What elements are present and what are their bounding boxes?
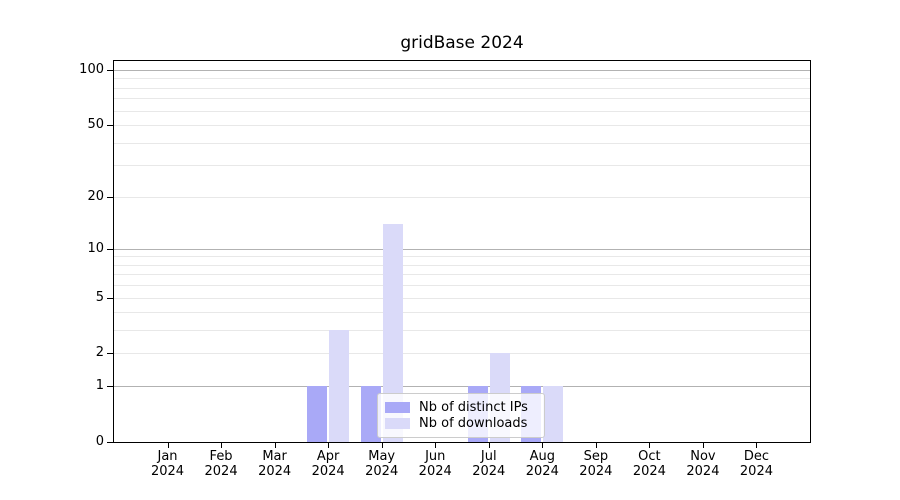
x-tick-label: Jul 2024 bbox=[472, 449, 506, 479]
y-minor-gridline bbox=[114, 312, 810, 314]
x-tick-label: Aug 2024 bbox=[525, 449, 559, 479]
y-minor-gridline bbox=[114, 256, 810, 258]
y-tick-label: 0 bbox=[95, 434, 104, 449]
y-minor-gridline bbox=[114, 264, 810, 266]
y-tick-label: 20 bbox=[87, 188, 104, 204]
y-tick-label: 10 bbox=[87, 240, 104, 256]
plot-area bbox=[113, 60, 811, 443]
legend-item-downloads: Nb of downloads bbox=[385, 416, 536, 431]
legend-swatch-distinct-ips bbox=[385, 402, 410, 413]
y-tick-mark bbox=[107, 353, 113, 355]
y-minor-gridline bbox=[114, 353, 810, 355]
legend-label-distinct-ips: Nb of distinct IPs bbox=[419, 400, 528, 415]
y-minor-gridline bbox=[114, 330, 810, 332]
y-tick-label: 5 bbox=[95, 289, 104, 305]
y-minor-gridline bbox=[114, 125, 810, 127]
y-minor-gridline bbox=[114, 196, 810, 198]
x-tick-mark bbox=[756, 443, 758, 448]
legend-label-downloads: Nb of downloads bbox=[419, 416, 528, 431]
y-minor-gridline bbox=[114, 165, 810, 167]
x-tick-label: Oct 2024 bbox=[632, 449, 666, 479]
y-tick-mark bbox=[107, 196, 113, 198]
x-tick-label: Jan 2024 bbox=[150, 449, 185, 479]
x-tick-label: Apr 2024 bbox=[311, 449, 345, 479]
y-minor-gridline bbox=[114, 142, 810, 144]
x-tick-label: Nov 2024 bbox=[686, 449, 720, 479]
y-major-gridline bbox=[114, 70, 810, 72]
x-tick-mark bbox=[167, 443, 169, 448]
x-tick-label: May 2024 bbox=[365, 449, 399, 479]
y-tick-label: 1 bbox=[95, 378, 104, 394]
x-tick-mark bbox=[649, 443, 651, 448]
chart-title: gridBase 2024 bbox=[400, 33, 524, 53]
x-tick-mark bbox=[221, 443, 223, 448]
y-tick-label: 2 bbox=[95, 345, 104, 361]
y-minor-gridline bbox=[114, 110, 810, 112]
x-tick-mark bbox=[702, 443, 704, 448]
y-major-gridline bbox=[114, 386, 810, 388]
y-minor-gridline bbox=[114, 285, 810, 287]
y-tick-mark bbox=[107, 248, 113, 250]
bar-downloads bbox=[543, 386, 564, 442]
x-tick-mark bbox=[274, 443, 276, 448]
y-major-gridline bbox=[114, 248, 810, 250]
legend: Nb of distinct IPs Nb of downloads bbox=[377, 393, 545, 438]
y-minor-gridline bbox=[114, 274, 810, 276]
bar-downloads bbox=[382, 223, 403, 442]
x-tick-mark bbox=[595, 443, 597, 448]
y-tick-mark bbox=[107, 70, 113, 72]
y-tick-label: 100 bbox=[79, 62, 104, 78]
y-tick-mark bbox=[107, 297, 113, 299]
x-tick-mark bbox=[542, 443, 544, 448]
y-tick-label: 50 bbox=[87, 117, 104, 133]
y-minor-gridline bbox=[114, 87, 810, 89]
y-minor-gridline bbox=[114, 297, 810, 299]
y-tick-mark bbox=[107, 386, 113, 388]
legend-item-distinct-ips: Nb of distinct IPs bbox=[385, 400, 536, 415]
bar-distinct-ips bbox=[360, 386, 381, 442]
x-tick-label: Mar 2024 bbox=[258, 449, 292, 479]
x-tick-mark bbox=[488, 443, 490, 448]
y-tick-mark bbox=[107, 442, 113, 443]
x-tick-mark bbox=[328, 443, 330, 448]
legend-swatch-downloads bbox=[385, 418, 410, 429]
y-tick-mark bbox=[107, 125, 113, 127]
y-minor-gridline bbox=[114, 98, 810, 100]
x-tick-mark bbox=[381, 443, 383, 448]
bar-distinct-ips bbox=[307, 386, 328, 442]
bar-downloads bbox=[329, 330, 350, 442]
x-tick-mark bbox=[435, 443, 437, 448]
x-tick-label: Feb 2024 bbox=[204, 449, 238, 479]
y-minor-gridline bbox=[114, 78, 810, 80]
x-tick-label: Jun 2024 bbox=[418, 449, 452, 479]
x-tick-label: Sep 2024 bbox=[579, 449, 613, 479]
x-tick-label: Dec 2024 bbox=[739, 449, 773, 479]
